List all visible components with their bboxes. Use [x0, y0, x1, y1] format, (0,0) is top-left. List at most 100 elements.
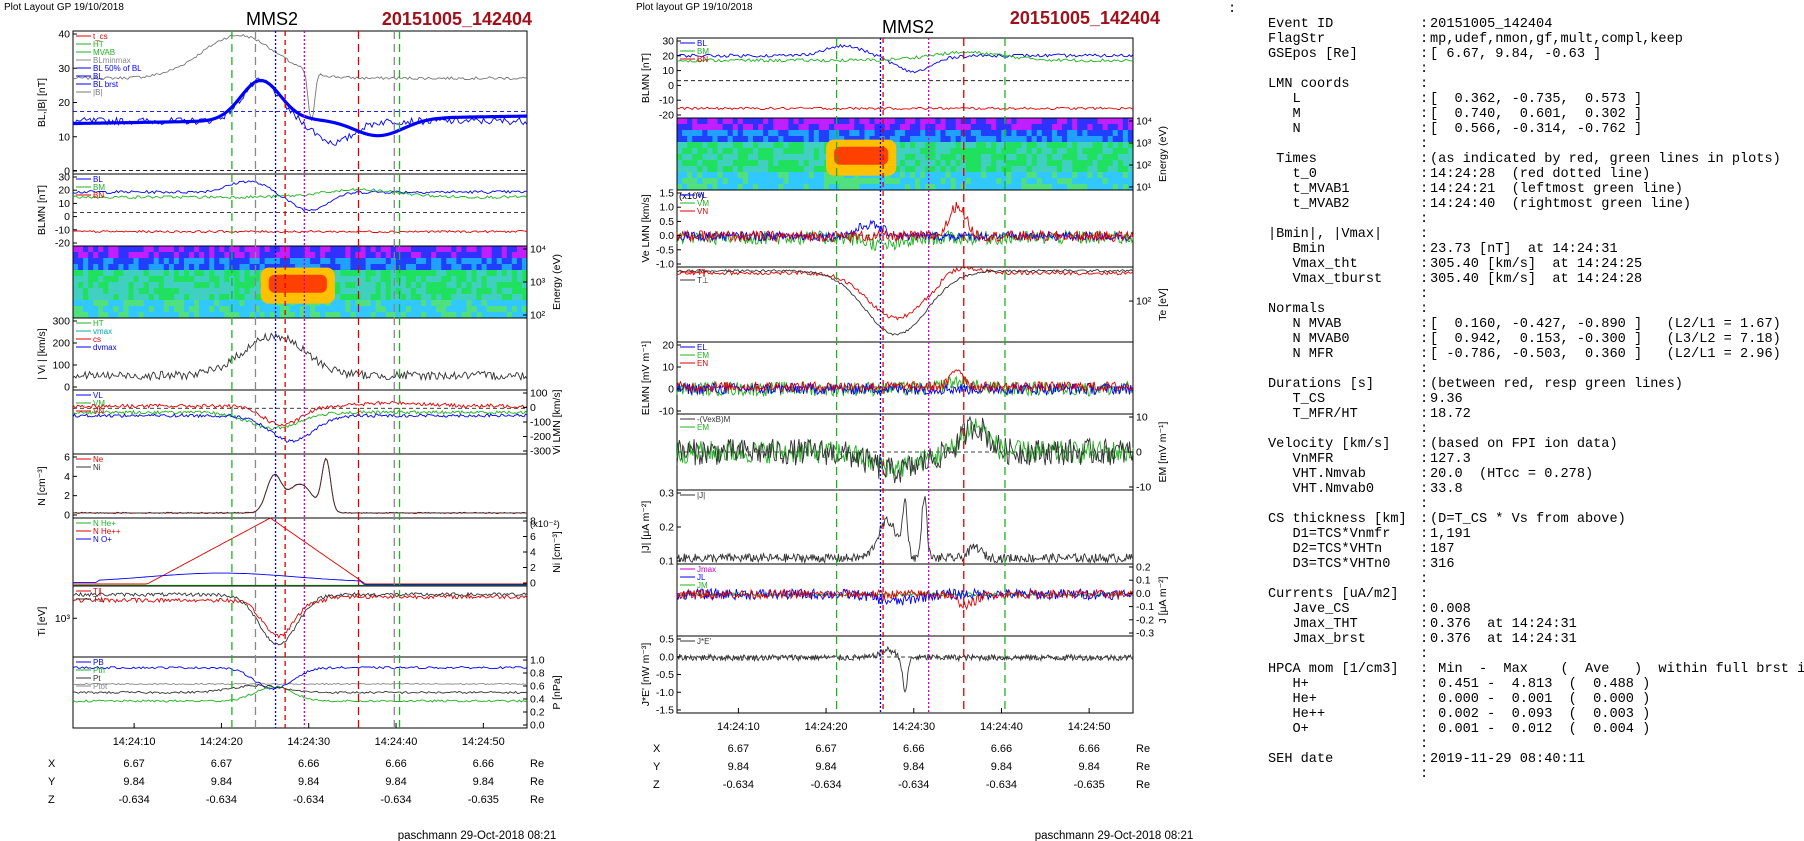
spectrogram-cell [692, 172, 698, 179]
spectrogram-cell [1046, 184, 1053, 191]
spectrogram-cell [808, 172, 815, 179]
ephemeris-row-label: Z [653, 779, 660, 791]
spectrogram-cell [365, 294, 372, 301]
y-axis-label: |J| [μA m⁻²] [640, 501, 652, 554]
spectrogram-cell [446, 282, 452, 289]
spectrogram-cell [1006, 160, 1012, 167]
summary-value: 305.40 [km/s] at 14:24:25 [1430, 257, 1643, 272]
spectrogram-cell [516, 306, 523, 313]
spectrogram-cell [1036, 136, 1043, 143]
spectrogram-cell [955, 178, 962, 185]
summary-indent [1228, 227, 1268, 242]
spectrogram-cell [496, 270, 503, 277]
spectrogram-cell [123, 252, 129, 259]
spectrogram-cell [421, 282, 427, 289]
spectrogram-cell [279, 252, 286, 259]
spectrogram-cell [1016, 184, 1023, 191]
spectrogram-cell [481, 312, 488, 319]
spectrogram-cell [889, 136, 896, 143]
spectrogram-cell [259, 312, 266, 319]
spectrogram-cell [1102, 118, 1109, 125]
spectrogram-cell [506, 312, 513, 319]
spectrogram-cell [471, 294, 478, 301]
spectrogram-cell [219, 258, 225, 265]
spectrogram-cell [763, 160, 769, 167]
spectrogram-cell [899, 154, 906, 161]
spectrogram-cell [905, 130, 911, 137]
spectrogram-cell [103, 258, 109, 265]
spectrogram-cell [466, 276, 473, 283]
summary-value: 14:24:40 (rightmost green line) [1430, 197, 1692, 212]
y-tick-label-right: 0 [530, 402, 536, 414]
spectrogram-cell [269, 306, 276, 313]
spectrogram-cell [844, 184, 850, 191]
summary-row: O+: 0.001 - 0.012 ( 0.004 ) [1228, 722, 1804, 737]
spectrogram-cell [717, 130, 724, 137]
spectrogram-cell [1057, 142, 1063, 149]
spectrogram-cell [501, 264, 508, 271]
spectrogram-cell [1067, 130, 1073, 137]
spectrogram-cell [410, 258, 417, 265]
summary-colon: : [1420, 512, 1429, 527]
spectrogram-cell [335, 306, 341, 313]
spectrogram-cell [1046, 172, 1053, 179]
spectrogram-cell [108, 246, 114, 253]
spectrogram-cell [975, 148, 982, 155]
spectrogram-cell [501, 252, 508, 259]
spectrogram-cell [360, 300, 367, 307]
spectrogram-cell [1016, 166, 1023, 173]
spectrogram-cell [511, 294, 518, 301]
spectrogram-cell [910, 166, 916, 173]
spectrogram-cell [935, 124, 941, 131]
summary-colon: : [1420, 617, 1429, 632]
spectrogram-cell [340, 252, 346, 259]
spectrogram-cell [431, 300, 437, 307]
spectrogram-cell [798, 142, 805, 149]
spectrogram-cell [1021, 166, 1028, 173]
spectrogram-cell [1046, 118, 1053, 125]
spectrogram-cell [763, 124, 769, 131]
spectrogram-cell [915, 142, 921, 149]
spectrogram-cell [138, 246, 145, 253]
spectrogram-cell [355, 300, 362, 307]
summary-row: M:[ 0.740, 0.601, 0.302 ] [1228, 107, 1804, 122]
spectrogram-cell [970, 136, 977, 143]
spectrogram-cell [1011, 154, 1017, 161]
spectrogram-cell [148, 294, 155, 301]
spectrogram-cell [340, 246, 346, 253]
spectrogram-cell [920, 148, 926, 155]
spectrogram-cell [889, 172, 896, 179]
summary-row: He+: 0.000 - 0.001 ( 0.000 ) [1228, 692, 1804, 707]
spectrogram-cell [204, 288, 210, 295]
spectrogram-cell [103, 252, 109, 259]
spectrogram-cell [264, 306, 271, 313]
summary-indent [1228, 482, 1268, 497]
spectrogram-cell [813, 148, 820, 155]
y-tick-label-right: -0.3 [1136, 628, 1154, 640]
spectrogram-cell [1016, 154, 1023, 161]
summary-indent [1228, 197, 1268, 212]
summary-colon: : [1420, 587, 1429, 602]
spectrogram-cell [1062, 148, 1068, 155]
spectrogram-cell [1072, 166, 1078, 173]
spectrogram-cell [143, 300, 150, 307]
summary-colon: : [1420, 167, 1429, 182]
spectrogram-cell [742, 124, 749, 131]
spectrogram-cell [788, 118, 795, 125]
y-axis-label-right: Ni [cm⁻³] [551, 531, 563, 573]
spectrogram-cell [451, 312, 457, 319]
spectrogram-cell [426, 264, 432, 271]
spectrogram-cell [991, 124, 997, 131]
spectrogram-cell [421, 264, 427, 271]
summary-row: H+: 0.451 - 4.813 ( 0.488 ) [1228, 677, 1804, 692]
spectrogram-cell [229, 246, 235, 253]
spectrogram-cell [98, 312, 104, 319]
spectrogram-cell [732, 118, 739, 125]
spectrogram-cell [461, 300, 467, 307]
x-tick-label: 14:24:50 [1068, 721, 1111, 733]
spectrogram-cell [98, 276, 104, 283]
summary-value: (D=T_CS * Vs from above) [1430, 512, 1626, 527]
spectrogram-cell [214, 282, 220, 289]
spectrogram-cell [456, 294, 462, 301]
spectrogram-cell [986, 184, 992, 191]
